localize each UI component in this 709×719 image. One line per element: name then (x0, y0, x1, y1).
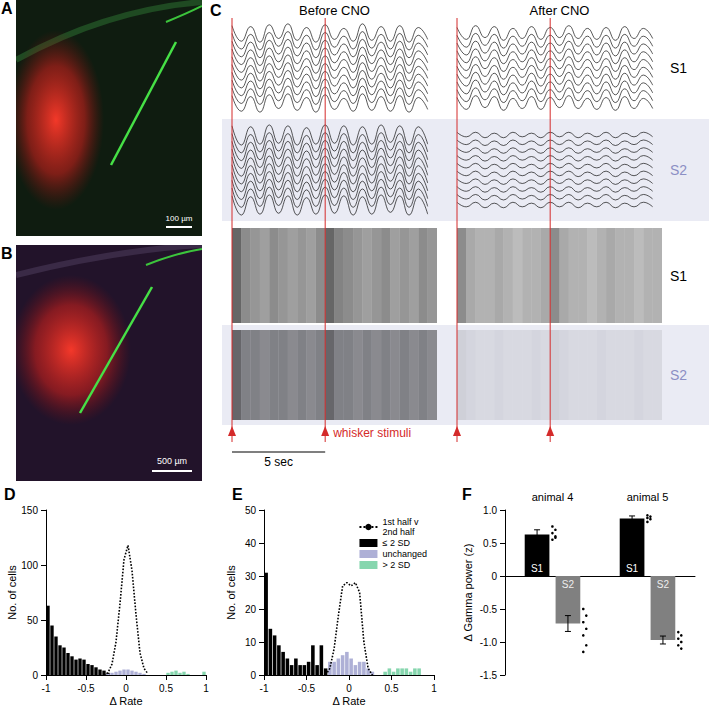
svg-text:0.5: 0.5 (483, 538, 497, 549)
svg-text:-0.5: -0.5 (298, 683, 316, 694)
svg-text:1: 1 (431, 683, 437, 694)
svg-text:Δ Rate: Δ Rate (332, 695, 365, 707)
svg-text:Δ Gamma power (z): Δ Gamma power (z) (462, 544, 474, 642)
svg-text:50: 50 (27, 615, 39, 626)
svg-text:0: 0 (123, 683, 129, 694)
svg-text:40: 40 (245, 538, 257, 549)
svg-text:≤ 2 SD: ≤ 2 SD (382, 538, 410, 548)
svg-text:100 µm: 100 µm (166, 214, 193, 223)
svg-text:-1.5: -1.5 (480, 670, 498, 681)
svg-text:Before CNO: Before CNO (299, 3, 370, 18)
svg-text:S2: S2 (670, 367, 687, 383)
svg-text:0: 0 (32, 670, 38, 681)
svg-text:1st half v: 1st half v (382, 517, 419, 527)
html-text:A: A (1, 0, 13, 17)
svg-text:100: 100 (21, 560, 38, 571)
svg-text:S1: S1 (626, 563, 639, 574)
svg-text:0: 0 (250, 670, 256, 681)
html-text:B: B (1, 245, 13, 262)
svg-text:No. of cells: No. of cells (225, 565, 237, 620)
svg-text:After CNO: After CNO (530, 3, 590, 18)
svg-text:animal 4: animal 4 (532, 491, 574, 503)
svg-text:> 2 SD: > 2 SD (382, 560, 410, 570)
svg-text:animal 5: animal 5 (627, 491, 669, 503)
svg-text:-1: -1 (42, 683, 51, 694)
svg-text:S2: S2 (657, 579, 670, 590)
svg-text:F: F (462, 486, 472, 503)
svg-text:0: 0 (346, 683, 352, 694)
svg-text:-1.0: -1.0 (480, 637, 498, 648)
svg-text:0.5: 0.5 (159, 683, 173, 694)
svg-text:Δ Rate: Δ Rate (109, 695, 142, 707)
svg-text:No. of cells: No. of cells (6, 565, 18, 620)
svg-text:S1: S1 (670, 268, 687, 284)
svg-text:50: 50 (245, 505, 257, 516)
svg-text:-0.5: -0.5 (77, 683, 95, 694)
svg-text:-1: -1 (260, 683, 269, 694)
svg-text:5 sec: 5 sec (264, 455, 293, 469)
svg-text:S1: S1 (670, 60, 687, 76)
svg-text:E: E (232, 486, 243, 503)
svg-text:S2: S2 (670, 162, 687, 178)
svg-text:-0.5: -0.5 (480, 604, 498, 615)
svg-text:20: 20 (245, 604, 257, 615)
svg-text:1.0: 1.0 (483, 505, 497, 516)
svg-text:whisker stimuli: whisker stimuli (332, 426, 411, 440)
svg-text:150: 150 (21, 505, 38, 516)
svg-text:500 µm: 500 µm (157, 456, 187, 466)
svg-text:unchanged: unchanged (382, 549, 427, 559)
svg-text:10: 10 (245, 637, 257, 648)
svg-text:D: D (4, 486, 16, 503)
svg-text:S2: S2 (562, 579, 575, 590)
svg-text:30: 30 (245, 571, 257, 582)
svg-text:C: C (210, 2, 222, 19)
svg-text:0.5: 0.5 (385, 683, 399, 694)
svg-text:1: 1 (203, 683, 209, 694)
svg-text:2nd half: 2nd half (382, 527, 415, 537)
svg-text:S1: S1 (531, 563, 544, 574)
svg-text:0: 0 (491, 571, 497, 582)
